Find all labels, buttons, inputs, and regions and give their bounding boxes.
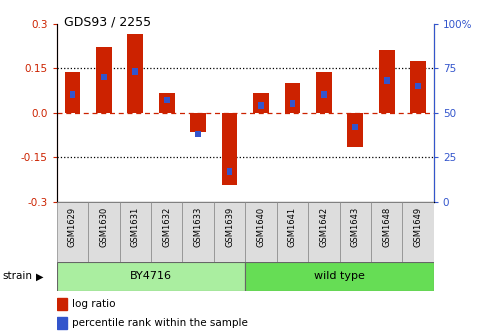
Text: GSM1640: GSM1640 (256, 206, 266, 247)
Text: log ratio: log ratio (72, 299, 115, 309)
FancyBboxPatch shape (182, 202, 214, 262)
Text: percentile rank within the sample: percentile rank within the sample (72, 318, 247, 328)
Bar (379, 50, 394, 113)
FancyBboxPatch shape (371, 202, 402, 262)
FancyBboxPatch shape (119, 202, 151, 262)
Bar (227, 168, 232, 175)
Text: GSM1632: GSM1632 (162, 206, 171, 247)
FancyBboxPatch shape (308, 202, 340, 262)
FancyBboxPatch shape (277, 202, 308, 262)
Bar (159, 93, 175, 113)
Text: GSM1633: GSM1633 (194, 206, 203, 247)
Text: GSM1630: GSM1630 (99, 206, 108, 247)
Bar (195, 131, 201, 137)
Bar (133, 68, 138, 75)
FancyBboxPatch shape (402, 202, 434, 262)
Text: GSM1631: GSM1631 (131, 206, 140, 247)
Bar (222, 113, 238, 185)
Bar (348, 113, 363, 147)
Bar (190, 113, 206, 132)
FancyBboxPatch shape (57, 262, 245, 291)
Text: ▶: ▶ (35, 271, 43, 281)
FancyBboxPatch shape (214, 202, 245, 262)
FancyBboxPatch shape (57, 202, 88, 262)
Text: GSM1639: GSM1639 (225, 206, 234, 247)
Text: BY4716: BY4716 (130, 271, 172, 281)
Bar (321, 91, 327, 98)
FancyBboxPatch shape (245, 202, 277, 262)
Bar (96, 47, 112, 113)
FancyBboxPatch shape (245, 262, 434, 291)
Text: GSM1641: GSM1641 (288, 206, 297, 247)
Bar (164, 97, 170, 103)
Bar (289, 100, 295, 107)
Bar (57, 317, 67, 329)
Bar (65, 73, 80, 113)
Bar (127, 34, 143, 113)
Bar (253, 93, 269, 113)
Bar (352, 124, 358, 130)
Bar (70, 91, 75, 98)
Text: wild type: wild type (314, 271, 365, 281)
Bar (258, 102, 264, 109)
FancyBboxPatch shape (340, 202, 371, 262)
Bar (415, 83, 421, 89)
Text: GSM1648: GSM1648 (382, 206, 391, 247)
Bar (101, 74, 106, 80)
Bar (410, 60, 426, 113)
Bar (316, 73, 332, 113)
FancyBboxPatch shape (88, 202, 119, 262)
Text: GSM1643: GSM1643 (351, 206, 360, 247)
Bar (284, 83, 300, 113)
Text: strain: strain (2, 271, 33, 281)
Text: GDS93 / 2255: GDS93 / 2255 (64, 15, 151, 28)
Bar (57, 298, 67, 310)
Bar (384, 77, 389, 84)
FancyBboxPatch shape (151, 202, 182, 262)
Text: GSM1629: GSM1629 (68, 206, 77, 247)
Text: GSM1642: GSM1642 (319, 206, 328, 247)
Text: GSM1649: GSM1649 (414, 206, 423, 247)
